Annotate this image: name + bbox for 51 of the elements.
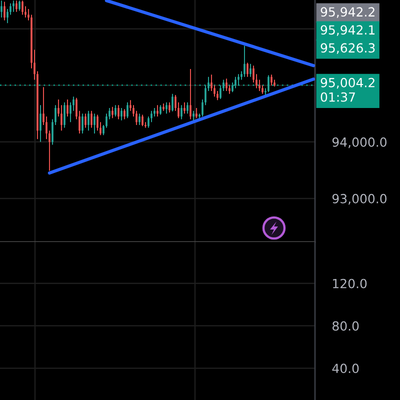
candlestick bbox=[64, 102, 66, 128]
candlestick bbox=[22, 0, 24, 16]
candlestick bbox=[196, 108, 198, 119]
candlestick bbox=[126, 102, 128, 119]
candlestick bbox=[160, 104, 162, 116]
candlestick bbox=[124, 108, 126, 120]
text: 95,942.1 bbox=[320, 25, 375, 36]
candlestick bbox=[184, 102, 186, 114]
candlestick bbox=[94, 113, 96, 134]
candlestick bbox=[186, 102, 188, 114]
candlestick bbox=[18, 0, 20, 12]
candlestick bbox=[40, 104, 42, 142]
candlestick bbox=[16, 0, 18, 12]
candlestick bbox=[82, 113, 84, 134]
candlestick bbox=[0, 0, 2, 18]
candlestick bbox=[166, 102, 168, 114]
candlestick bbox=[88, 110, 90, 132]
candlestick bbox=[112, 106, 114, 119]
candlestick bbox=[114, 104, 116, 117]
y-tick-label: 40.0 bbox=[332, 364, 359, 374]
candlestick bbox=[66, 99, 68, 117]
y-tick-label: 94,000.0 bbox=[332, 137, 386, 148]
candlestick bbox=[84, 113, 86, 128]
candlestick bbox=[234, 76, 236, 89]
text: 95,626.3 bbox=[320, 43, 375, 54]
ref-line-label: 95,004.2 01:37 bbox=[320, 78, 374, 102]
y-tick-label: 80.0 bbox=[332, 321, 359, 331]
candlestick bbox=[244, 45, 246, 78]
candlestick bbox=[250, 63, 252, 78]
text: 95,942.2 bbox=[320, 7, 374, 18]
candlestick bbox=[120, 108, 122, 121]
candlestick bbox=[246, 62, 248, 78]
candlestick bbox=[156, 104, 158, 117]
candlestick bbox=[96, 114, 98, 132]
candlestick bbox=[172, 93, 174, 112]
candlestick bbox=[238, 74, 240, 86]
candlestick bbox=[168, 102, 170, 114]
candlestick bbox=[192, 110, 194, 121]
y-tick-label: 120.0 bbox=[333, 278, 367, 288]
candlestick bbox=[190, 68, 192, 120]
candlestick bbox=[142, 114, 144, 127]
candlestick bbox=[226, 78, 228, 92]
candlestick bbox=[4, 1, 6, 21]
candlestick bbox=[180, 104, 182, 120]
candlestick bbox=[118, 104, 120, 120]
candlestick bbox=[12, 0, 14, 12]
y-tick-label: 93,000.0 bbox=[332, 194, 386, 205]
candlestick bbox=[90, 110, 92, 128]
candlestick bbox=[270, 74, 272, 86]
candlestick bbox=[268, 74, 270, 93]
candlestick bbox=[138, 113, 140, 126]
